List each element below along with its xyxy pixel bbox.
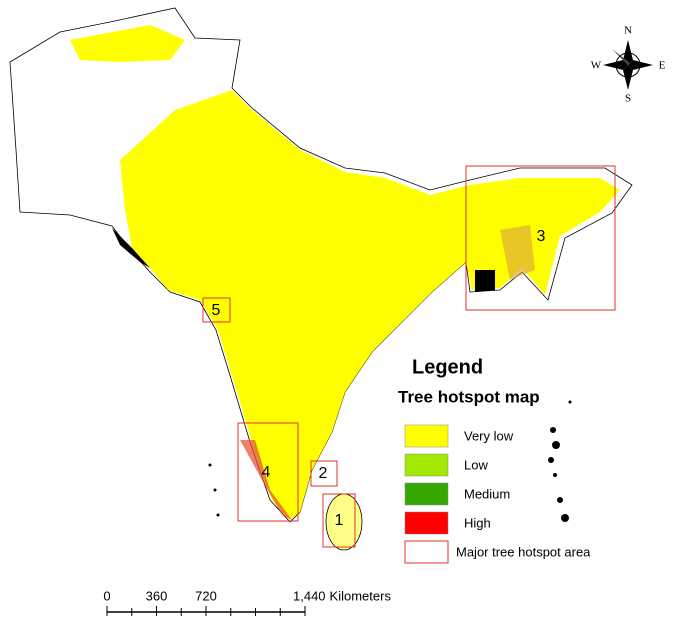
legend-label: High [464,515,491,530]
legend-label: Low [464,457,488,472]
hotspot-label: 5 [212,302,221,319]
scale-label: 720 [195,588,217,603]
legend-label: Major tree hotspot area [456,544,591,559]
vegetation [70,25,185,62]
delta [475,270,495,292]
compass: N S E W [591,25,666,105]
legend-swatch [404,453,449,477]
high-hotspot [240,440,292,520]
legend-items: Very low Low Medium High Major tree hotspot … [404,424,591,564]
legend-swatch [404,424,449,448]
compass-w: W [591,60,602,72]
hotspot-label: 2 [319,465,328,482]
legend-swatch [404,511,449,535]
scale-bar: 0 360 720 1,440 Kilometers [103,588,391,616]
compass-e: E [659,60,666,72]
legend-label: Very low [464,428,514,443]
hotspot-label: 3 [537,228,546,245]
scale-label: 1,440 [293,588,326,603]
islands [208,400,572,522]
legend-swatch [404,482,449,506]
hotspot-label: 4 [262,464,271,481]
hotspot-label: 1 [335,512,344,529]
scale-label: 0 [103,588,110,603]
legend-title: Legend [412,356,483,378]
vegetation [120,90,620,520]
legend-label: Medium [464,486,510,501]
scale-label: 360 [146,588,168,603]
coast [112,228,150,268]
hotspot-shade [500,225,535,280]
legend-swatch [404,540,449,564]
sri-lanka [325,493,363,551]
compass-n: N [624,25,632,37]
hotspot-boxes [202,165,616,548]
scale-unit: Kilometers [330,588,392,603]
compass-s: S [625,93,631,105]
legend-subtitle: Tree hotspot map [398,387,540,406]
